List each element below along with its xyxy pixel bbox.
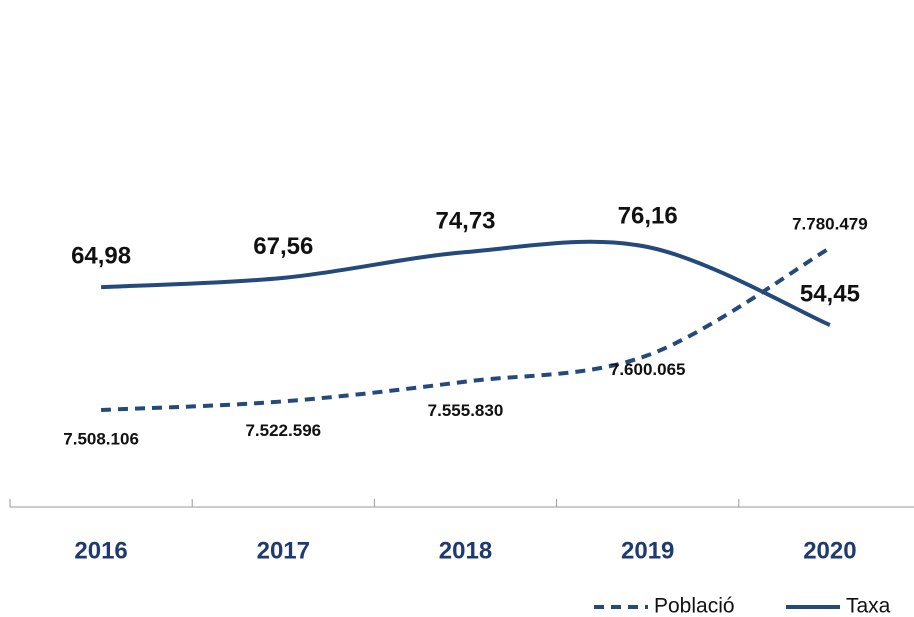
data-label: 7.522.596 <box>245 421 321 440</box>
data-label: 54,45 <box>800 280 860 307</box>
x-tick-label: 2020 <box>803 537 856 564</box>
data-label: 67,56 <box>253 233 313 260</box>
data-label: 7.508.106 <box>63 429 139 448</box>
data-label: 7.600.065 <box>610 360 686 379</box>
data-label: 74,73 <box>435 207 495 234</box>
x-tick-label: 2018 <box>439 537 492 564</box>
data-label: 64,98 <box>71 243 131 270</box>
legend-label: Taxa <box>846 595 891 617</box>
x-tick-label: 2017 <box>257 537 310 564</box>
line-series <box>100 239 831 327</box>
x-tick-label: 2019 <box>621 537 674 564</box>
data-label: 76,16 <box>618 202 678 229</box>
data-label: 7.555.830 <box>428 401 504 420</box>
x-tick-label: 2016 <box>74 537 127 564</box>
legend-label: Població <box>654 595 735 617</box>
data-label: 7.780.479 <box>792 214 868 233</box>
line-series <box>101 246 831 412</box>
